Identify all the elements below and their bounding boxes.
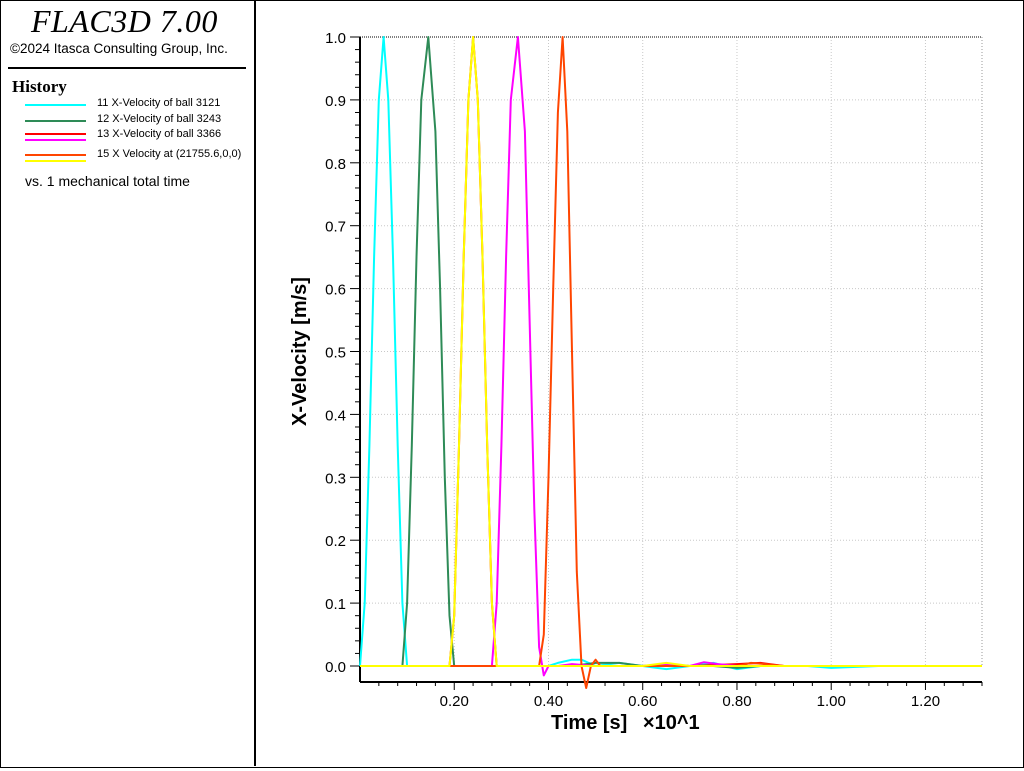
legend-swatch (25, 139, 86, 141)
app-title: FLAC3D 7.00 (31, 3, 218, 39)
legend-label: 11 X-Velocity of ball 3121 (97, 97, 221, 109)
y-tick-label: 0.8 (325, 156, 346, 173)
legend-swatch (25, 104, 86, 106)
legend-swatch (25, 160, 86, 162)
y-axis-label: X-Velocity [m/s] (289, 277, 311, 426)
x-tick-label: 0.60 (628, 693, 657, 710)
legend-swatch (25, 154, 86, 156)
y-tick-label: 0.5 (325, 345, 346, 362)
title-divider (8, 67, 246, 69)
legend-swatch (25, 133, 86, 135)
history-heading: History (12, 77, 67, 96)
grid (360, 36, 983, 666)
y-tick-label: 0.2 (325, 533, 346, 550)
x-axis-label: Time [s] ×10^1 (551, 712, 700, 734)
series-line (360, 36, 982, 667)
y-tick-label: 0.6 (325, 282, 346, 299)
x-tick-label: 0.20 (440, 693, 469, 710)
legend-swatch (25, 120, 86, 122)
series-line (360, 36, 982, 689)
x-tick-label: 0.80 (722, 693, 751, 710)
series-line (359, 36, 982, 671)
x-axis-title: Time [s] (551, 712, 627, 734)
y-tick-label: 0.3 (325, 470, 346, 487)
y-tick-label: 0.7 (325, 219, 346, 236)
legend-label: 12 X-Velocity of ball 3243 (97, 113, 222, 125)
axes: 0.0 0.1 0.2 0.3 0.4 0.5 0.6 0.7 0.8 0.9 1.0 0.20 0.4… (325, 30, 983, 710)
x-tick-label: 1.00 (817, 693, 846, 710)
y-tick-label: 0.9 (325, 93, 346, 110)
x-tick-label: 1.20 (911, 693, 940, 710)
y-tick-label: 1.0 (325, 30, 346, 47)
legend-panel: FLAC3D 7.00 ©2024 Itasca Consulting Grou… (1, 1, 256, 766)
history-chart: 0.0 0.1 0.2 0.3 0.4 0.5 0.6 0.7 0.8 0.9 1.0 0.20 0.4… (289, 30, 983, 734)
series-line (360, 36, 982, 669)
axis-labels: Time [s] ×10^1 X-Velocity [m/s] (289, 277, 700, 734)
series-group (359, 36, 982, 689)
x-tick-label: 0.40 (534, 693, 563, 710)
series-line (360, 36, 982, 677)
y-tick-label: 0.1 (325, 596, 346, 613)
y-tick-label: 0.0 (325, 659, 346, 676)
copyright-text: ©2024 Itasca Consulting Group, Inc. (10, 41, 228, 56)
x-axis-multiplier: ×10^1 (643, 712, 700, 734)
plot-area: 0.0 0.1 0.2 0.3 0.4 0.5 0.6 0.7 0.8 0.9 1.0 0.20 0.4… (258, 1, 1022, 766)
y-tick-label: 0.4 (325, 407, 346, 424)
legend-vs-text: vs. 1 mechanical total time (25, 173, 190, 189)
legend-label: 15 X Velocity at (21755.6,0,0) (97, 148, 242, 160)
legend-label: 13 X-Velocity of ball 3366 (97, 128, 222, 140)
